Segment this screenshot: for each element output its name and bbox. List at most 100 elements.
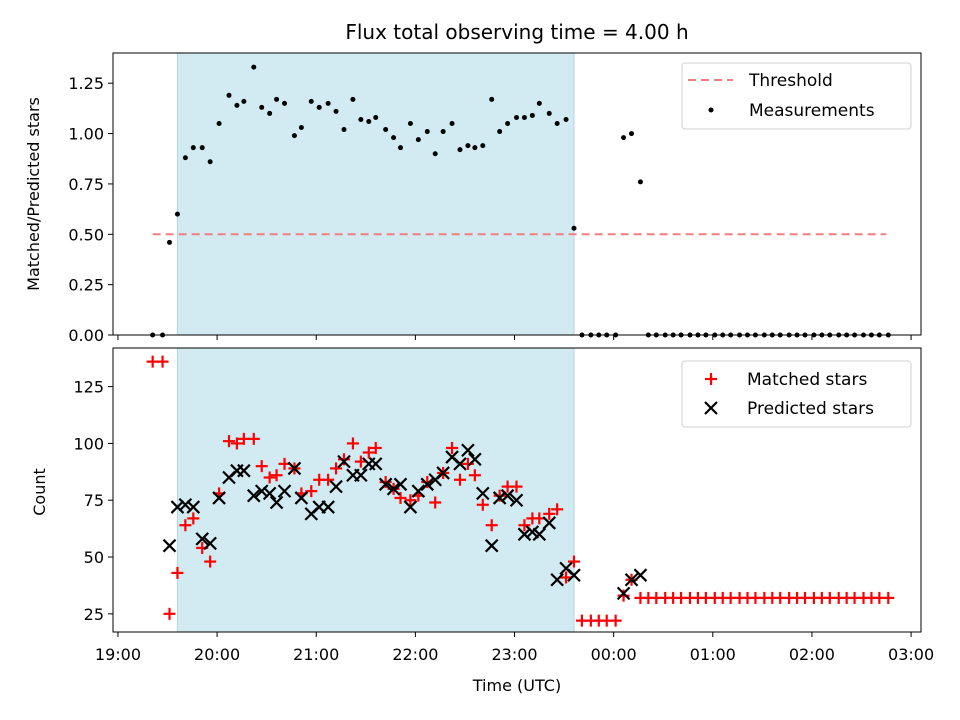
x-axis-label: Time (UTC) (472, 676, 561, 695)
measurement-point (621, 135, 627, 141)
measurement-point (391, 135, 397, 141)
measurement-point (282, 100, 288, 106)
measurement-point (373, 114, 379, 120)
predicted-star-marker (178, 497, 193, 512)
matched-star-marker (394, 491, 407, 504)
predicted-star-marker (368, 457, 383, 471)
measurement-point (465, 143, 471, 149)
measurement-point (571, 225, 577, 231)
matched-star-marker (551, 503, 564, 516)
measurement-point (308, 98, 314, 104)
measurement-point (497, 129, 503, 135)
measurement-point (629, 131, 635, 137)
predicted-star-marker (354, 468, 368, 483)
measurement-point (449, 121, 455, 126)
matched-star-marker (369, 441, 382, 454)
y-tick-label: 0.00 (68, 326, 104, 345)
matched-star-marker (156, 355, 169, 368)
measurement-point (174, 211, 180, 217)
top-observing-span (176, 52, 575, 336)
measurement-point (316, 104, 322, 110)
measurement-point (274, 96, 280, 102)
matched-star-marker (617, 589, 630, 602)
x-tick-label: 03:00 (888, 645, 934, 664)
matched-star-marker (609, 614, 622, 627)
x-tick-label: 20:00 (194, 645, 240, 664)
matched-star-marker (230, 437, 243, 450)
predicted-legend-label: Predicted stars (747, 399, 874, 419)
predicted-star-marker (203, 536, 217, 551)
x-tick-label: 02:00 (789, 645, 835, 664)
measurement-point (489, 96, 495, 102)
matched-star-marker (518, 519, 531, 532)
predicted-star-marker (254, 484, 269, 498)
matched-star-marker (204, 555, 217, 568)
measurement-point (472, 145, 478, 151)
predicted-star-marker (633, 568, 648, 582)
measurements-legend-label: Measurements (749, 101, 875, 121)
predicted-star-marker (277, 484, 292, 498)
bottom-panel: 25 50 75 100 125 19:00 20:00 21:00 22:00 23:00 00… (30, 347, 934, 695)
top-legend-box (681, 62, 912, 130)
predicted-star-marker (269, 495, 284, 510)
bottom-legend: Matched stars Predicted stars (681, 360, 912, 428)
matched-star-marker (429, 496, 442, 509)
predicted-star-marker (329, 479, 343, 494)
predicted-star-marker (287, 461, 302, 476)
measurement-point (529, 112, 535, 118)
bottom-observing-span (176, 347, 575, 633)
y-tick-label: 0.25 (68, 276, 104, 295)
matched-star-marker (379, 476, 392, 489)
matched-star-marker (179, 519, 192, 532)
predicted-star-marker (294, 491, 309, 505)
bottom-y-axis-label: Count (30, 468, 49, 516)
y-tick-label: 50 (84, 548, 104, 567)
matched-star-marker (543, 507, 556, 520)
top-x-axis-ticks (117, 335, 912, 340)
y-tick-label: 1.25 (68, 74, 104, 93)
predicted-star-marker (542, 516, 556, 530)
measurement-point (182, 155, 188, 161)
predicted-star-marker (567, 568, 581, 582)
x-tick-label: 21:00 (293, 645, 339, 664)
predicted-star-marker (453, 457, 467, 471)
chart-title: Flux total observing time = 4.00 h (345, 20, 688, 44)
matched-star-marker (337, 453, 350, 466)
measurement-point (383, 127, 389, 133)
matched-star-marker (404, 494, 417, 507)
matched-star-marker (453, 473, 466, 486)
x-tick-label: 22:00 (392, 645, 438, 664)
top-panel-frame (112, 52, 922, 336)
measurement-point (480, 143, 486, 149)
matched-star-marker (446, 441, 459, 454)
predicted-star-marker (492, 491, 507, 505)
predicted-star-marker (386, 482, 401, 496)
bottom-panel-frame (112, 347, 922, 633)
measurement-point (536, 100, 542, 106)
measurement-point (554, 121, 560, 126)
measurement-point (350, 96, 356, 102)
predicted-star-marker (517, 527, 532, 542)
matched-star-marker (362, 446, 375, 459)
predicted-star-marker (476, 486, 490, 501)
measurement-point (521, 114, 527, 120)
top-panel: 0.00 0.25 0.50 0.75 1.00 1.25 Matched/Predict… (24, 52, 922, 345)
measurement-point (298, 125, 304, 131)
top-legend: Threshold Measurements (681, 62, 912, 130)
measurements-legend-swatch (708, 107, 714, 113)
predicted-star-marker (436, 466, 450, 480)
measurement-point (398, 145, 404, 151)
measurement-point (190, 145, 196, 151)
measurement-point (291, 133, 297, 139)
measurement-point (637, 179, 643, 185)
measurement-point (325, 100, 331, 106)
predicted-star-marker (195, 532, 210, 546)
predicted-star-marker (378, 477, 393, 492)
predicted-star-marker (411, 484, 426, 498)
y-tick-label: 100 (73, 434, 104, 453)
matched-star-marker (305, 485, 318, 498)
predicted-star-marker (170, 500, 185, 514)
measurement-point (267, 110, 273, 116)
measurement-point (424, 129, 430, 135)
predicted-legend-swatch (704, 401, 718, 415)
